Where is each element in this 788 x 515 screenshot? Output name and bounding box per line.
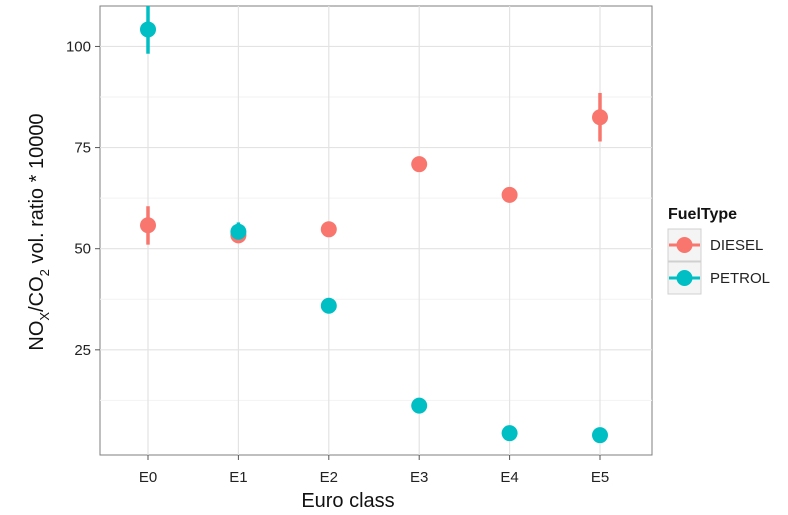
x-tick-label: E0	[139, 469, 157, 486]
plot-panel	[99, 5, 653, 456]
legend-title: FuelType	[668, 206, 737, 223]
x-axis-title: Euro class	[301, 490, 394, 512]
y-axis-title-2-sub: 2	[37, 269, 52, 276]
diesel-point	[411, 156, 428, 173]
petrol-point	[230, 223, 247, 240]
y-tick-label: 25	[74, 342, 91, 359]
y-tick-label: 75	[74, 140, 91, 157]
y-tick-label: 100	[66, 38, 91, 55]
x-tick-label: E3	[410, 469, 428, 486]
x-axis-ticks: E0 E1 E2 E3 E4 E5	[139, 455, 609, 486]
petrol-point	[501, 425, 518, 442]
legend-key-diesel	[676, 237, 693, 253]
y-axis-title-rest: vol. ratio * 10000	[26, 113, 48, 269]
x-tick-label: E2	[320, 469, 338, 486]
y-axis-ticks: 25 50 75 100	[66, 38, 100, 359]
x-tick-label: E4	[500, 469, 518, 486]
diesel-point	[320, 221, 337, 238]
data-marks	[140, 6, 608, 444]
petrol-point	[140, 21, 156, 38]
legend-label-diesel: DIESEL	[710, 237, 763, 254]
y-axis-title: NOX/CO2 vol. ratio * 10000	[26, 113, 52, 350]
petrol-point	[411, 397, 428, 414]
diesel-point	[592, 109, 608, 126]
diesel-point	[140, 217, 156, 234]
petrol-point	[592, 427, 608, 444]
y-axis-title-x-sub: X	[37, 312, 52, 321]
y-tick-label: 50	[74, 241, 91, 258]
y-axis-title-slash-co: /CO	[26, 276, 48, 312]
grid	[100, 6, 652, 455]
petrol-point	[320, 297, 337, 314]
x-tick-label: E1	[229, 469, 247, 486]
legend: FuelType DIESEL PETROL	[667, 206, 770, 295]
legend-label-petrol: PETROL	[710, 270, 770, 287]
diesel-point	[501, 186, 518, 203]
x-tick-label: E5	[591, 469, 609, 486]
y-axis-title-no: NO	[26, 321, 48, 351]
legend-key-petrol	[676, 270, 693, 286]
